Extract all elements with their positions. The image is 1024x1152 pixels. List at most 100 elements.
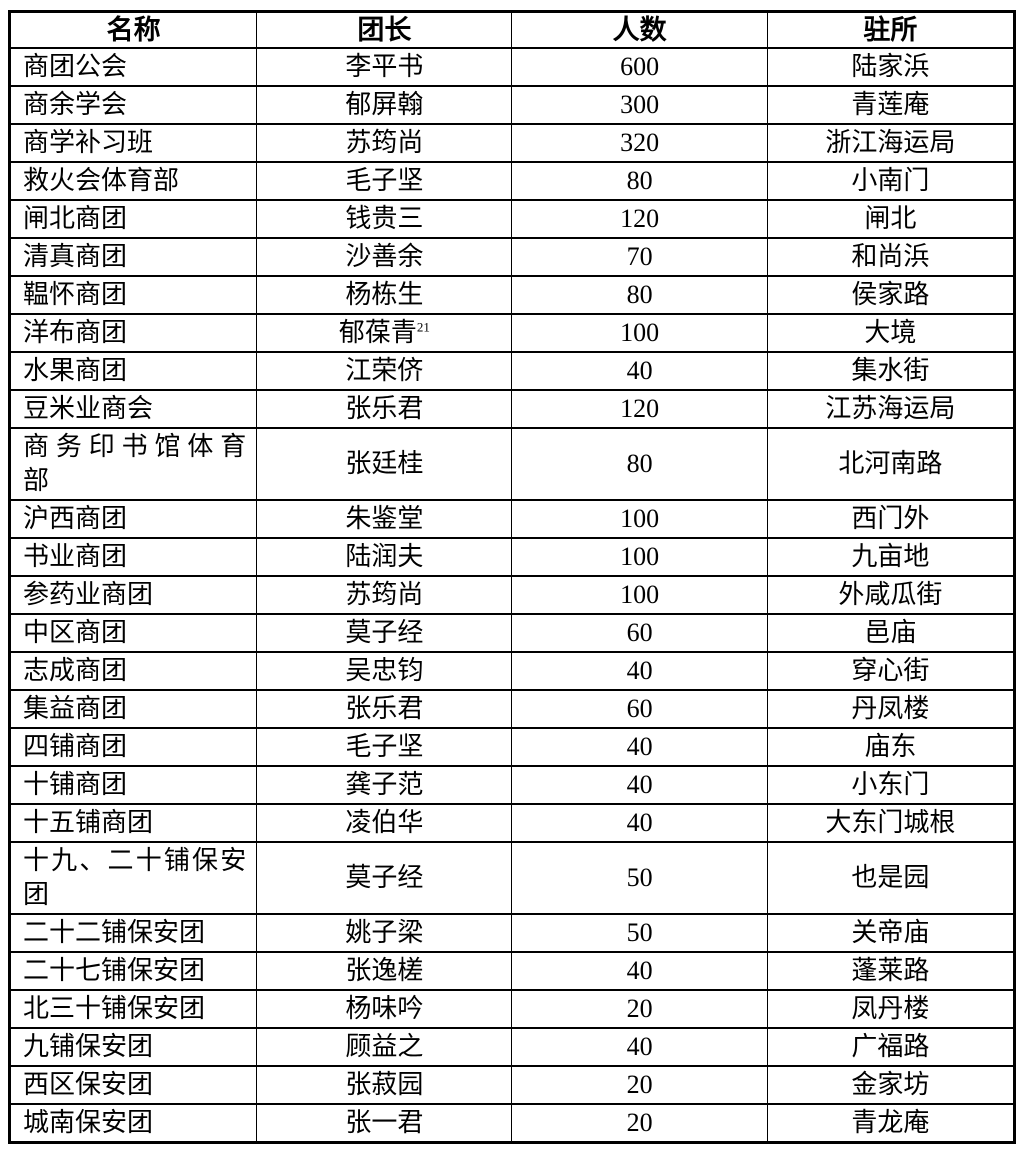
station-cell: 和尚浜 [766,237,1016,277]
table-row: 城南保安团 张一君 20 青龙庵 [8,1103,1016,1144]
leader-cell: 张廷桂 [256,427,513,501]
station-cell: 广福路 [766,1027,1016,1067]
station-cell: 北河南路 [766,427,1016,501]
leader-cell: 张菽园 [256,1065,513,1105]
table-row: 参药业商团 苏筠尚 100 外咸瓜街 [8,575,1016,615]
table-body: 商团公会 李平书 600 陆家浜 商余学会 郁屏翰 300 青莲庵 商学补习班 … [8,47,1016,1144]
table-row: 商团公会 李平书 600 陆家浜 [8,47,1016,87]
count-cell: 40 [511,951,768,991]
name-cell: 鞰怀商团 [8,275,258,315]
count-cell: 40 [511,803,768,843]
leader-cell: 苏筠尚 [256,123,513,163]
count-cell: 50 [511,913,768,953]
leader-cell: 毛子坚 [256,727,513,767]
table-row: 集益商团 张乐君 60 丹凤楼 [8,689,1016,729]
count-cell: 100 [511,499,768,539]
count-cell: 40 [511,765,768,805]
name-cell: 二十七铺保安团 [8,951,258,991]
count-cell: 20 [511,1065,768,1105]
station-cell: 蓬莱路 [766,951,1016,991]
count-cell: 40 [511,727,768,767]
col-header-name: 名称 [8,10,258,49]
station-cell: 九亩地 [766,537,1016,577]
count-cell: 80 [511,275,768,315]
station-cell: 庙东 [766,727,1016,767]
name-cell: 十五铺商团 [8,803,258,843]
station-cell: 外咸瓜街 [766,575,1016,615]
station-cell: 集水街 [766,351,1016,391]
table-row: 豆米业商会 张乐君 120 江苏海运局 [8,389,1016,429]
name-cell: 二十二铺保安团 [8,913,258,953]
table-row: 十铺商团 龚子范 40 小东门 [8,765,1016,805]
table-row: 二十二铺保安团 姚子梁 50 关帝庙 [8,913,1016,953]
station-cell: 大境 [766,313,1016,353]
col-header-leader: 团长 [256,10,513,49]
footnote-ref: 21 [416,319,430,335]
leader-cell: 顾益之 [256,1027,513,1067]
leader-cell: 郁屏翰 [256,85,513,125]
name-cell: 十九、二十铺保安团 [8,841,258,915]
leader-cell: 钱贵三 [256,199,513,239]
leader-cell: 李平书 [256,47,513,87]
name-cell: 商团公会 [8,47,258,87]
name-cell: 志成商团 [8,651,258,691]
leader-cell: 龚子范 [256,765,513,805]
count-cell: 100 [511,537,768,577]
station-cell: 浙江海运局 [766,123,1016,163]
col-header-count: 人数 [511,10,768,49]
name-cell: 豆米业商会 [8,389,258,429]
count-cell: 50 [511,841,768,915]
station-cell: 关帝庙 [766,913,1016,953]
table-row: 西区保安团 张菽园 20 金家坊 [8,1065,1016,1105]
leader-cell: 吴忠钧 [256,651,513,691]
header-row: 名称 团长 人数 驻所 [8,10,1016,49]
table-row: 九铺保安团 顾益之 40 广福路 [8,1027,1016,1067]
count-cell: 20 [511,1103,768,1144]
count-cell: 70 [511,237,768,277]
name-cell: 城南保安团 [8,1103,258,1144]
table-row: 二十七铺保安团 张逸槎 40 蓬莱路 [8,951,1016,991]
count-cell: 120 [511,199,768,239]
table-row: 志成商团 吴忠钧 40 穿心街 [8,651,1016,691]
name-cell: 四铺商团 [8,727,258,767]
name-cell: 商学补习班 [8,123,258,163]
count-cell: 300 [511,85,768,125]
leader-cell: 江荣侪 [256,351,513,391]
station-cell: 邑庙 [766,613,1016,653]
station-cell: 陆家浜 [766,47,1016,87]
name-cell: 水果商团 [8,351,258,391]
station-cell: 青莲庵 [766,85,1016,125]
station-cell: 穿心街 [766,651,1016,691]
station-cell: 侯家路 [766,275,1016,315]
col-header-station: 驻所 [766,10,1016,49]
count-cell: 80 [511,161,768,201]
leader-cell: 张逸槎 [256,951,513,991]
table-row: 鞰怀商团 杨栋生 80 侯家路 [8,275,1016,315]
name-cell: 商余学会 [8,85,258,125]
table-row: 商余学会 郁屏翰 300 青莲庵 [8,85,1016,125]
leader-cell: 毛子坚 [256,161,513,201]
leader-cell: 莫子经 [256,841,513,915]
corps-table: 名称 团长 人数 驻所 商团公会 李平书 600 陆家浜 商余学会 郁屏翰 30… [8,10,1016,1144]
station-cell: 大东门城根 [766,803,1016,843]
table-row: 清真商团 沙善余 70 和尚浜 [8,237,1016,277]
name-cell: 参药业商团 [8,575,258,615]
count-cell: 40 [511,651,768,691]
count-cell: 100 [511,313,768,353]
leader-cell: 苏筠尚 [256,575,513,615]
leader-cell: 张乐君 [256,389,513,429]
table-row: 救火会体育部 毛子坚 80 小南门 [8,161,1016,201]
station-cell: 小南门 [766,161,1016,201]
leader-cell: 杨栋生 [256,275,513,315]
leader-cell: 张一君 [256,1103,513,1144]
name-cell: 书业商团 [8,537,258,577]
table-row: 沪西商团 朱鉴堂 100 西门外 [8,499,1016,539]
leader-cell: 陆润夫 [256,537,513,577]
table-row: 北三十铺保安团 杨味吟 20 凤丹楼 [8,989,1016,1029]
count-cell: 60 [511,689,768,729]
count-cell: 100 [511,575,768,615]
name-cell: 洋布商团 [8,313,258,353]
leader-cell: 姚子梁 [256,913,513,953]
table-row: 中区商团 莫子经 60 邑庙 [8,613,1016,653]
